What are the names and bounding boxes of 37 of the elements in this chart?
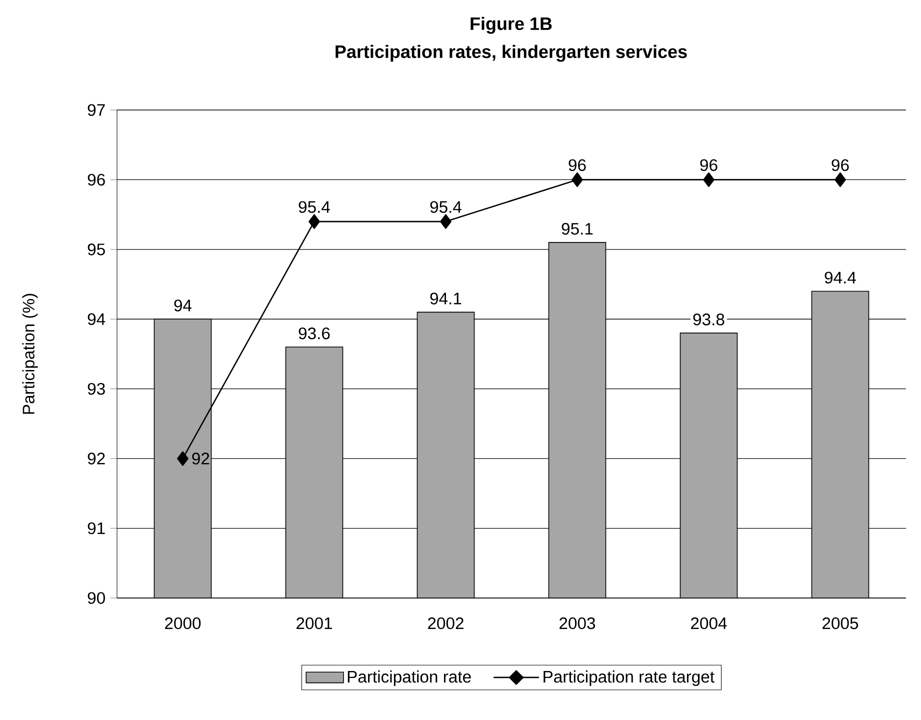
y-tick-label: 92 (88, 452, 105, 464)
data-label: 93.8 (693, 314, 724, 326)
point (308, 214, 320, 229)
data-label: 93.6 (298, 328, 330, 340)
y-axis-title: Participation (%) (22, 294, 38, 414)
legend-label: Participation rate target (544, 670, 714, 686)
point (440, 214, 452, 229)
y-tick-label: 91 (88, 522, 105, 534)
data-label: 94 (174, 300, 192, 312)
data-label: 92 (192, 452, 210, 464)
chart-subtitle: Participation rates, kindergarten services (336, 44, 687, 62)
data-label: 96 (568, 159, 586, 172)
point (834, 172, 846, 188)
data-label: 96 (700, 159, 718, 172)
data-label: 95.1 (562, 222, 593, 235)
chart-title: Figure 1B (470, 16, 552, 34)
y-tick-label: 93 (88, 382, 105, 395)
y-tick-label: 94 (88, 313, 106, 326)
point (572, 172, 583, 188)
data-label: 94.4 (824, 272, 856, 284)
data-label: 96 (832, 159, 849, 172)
data-label: 94.1 (430, 292, 462, 304)
x-tick-label: 2002 (428, 617, 464, 630)
y-tick-label: 96 (88, 174, 105, 186)
y-tick-label: 97 (88, 104, 105, 116)
y-tick-label: 95 (88, 244, 105, 256)
legend-label: Participation rate (348, 670, 471, 686)
data-label: 95.4 (430, 201, 462, 213)
x-tick-label: 2004 (691, 617, 727, 630)
point (177, 451, 188, 466)
y-tick-label: 90 (88, 592, 105, 604)
x-tick-label: 2003 (560, 617, 596, 630)
point (703, 172, 714, 188)
x-tick-label: 2000 (165, 617, 201, 630)
x-tick-label: 2005 (822, 617, 858, 630)
x-tick-label: 2001 (296, 617, 332, 630)
data-label: 95.4 (298, 201, 330, 213)
